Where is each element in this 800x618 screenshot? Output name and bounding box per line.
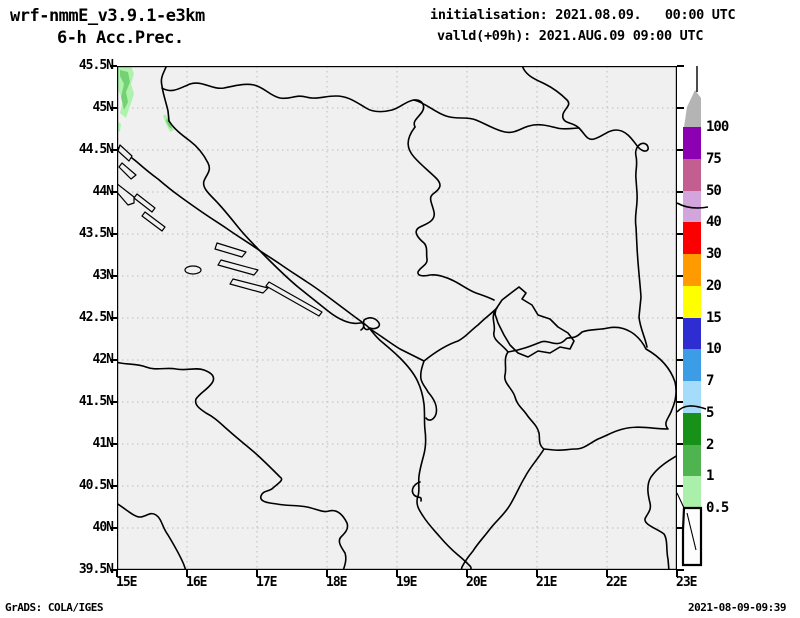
lat-label: 42.5N: [78, 310, 114, 325]
lat-tick-right: [677, 317, 684, 319]
lat-tick-right: [677, 527, 684, 529]
lat-label: 41N: [92, 436, 114, 451]
lat-label: 40.5N: [78, 478, 114, 493]
lat-tick-right: [677, 149, 684, 151]
lat-tick-right: [677, 485, 684, 487]
colorbar-value: 5: [706, 404, 715, 421]
lon-tick: [606, 570, 608, 577]
product-title: 6-h Acc.Prec.: [57, 28, 184, 48]
colorbar-value: 0.5: [706, 500, 729, 516]
lon-label: 18E: [326, 575, 347, 590]
lat-label: 42N: [92, 352, 114, 367]
lat-tick-left: [110, 275, 117, 277]
colorbar-segment: [683, 158, 701, 191]
creation-timestamp: 2021-08-09-09:39: [688, 601, 786, 614]
model-title: wrf-nmmE_v3.9.1-e3km: [10, 6, 205, 26]
lon-tick: [116, 570, 118, 577]
colorbar-segment: [683, 254, 701, 286]
lon-tick: [256, 570, 258, 577]
lat-tick-left: [110, 569, 117, 571]
lat-label: 44N: [92, 184, 114, 199]
colorbar-segment: [683, 444, 701, 477]
map-borders: [117, 66, 677, 570]
colorbar-segment: [683, 317, 701, 350]
lat-tick-left: [110, 443, 117, 445]
under-box: [681, 506, 703, 567]
lat-tick-right: [677, 275, 684, 277]
lon-tick: [326, 570, 328, 577]
colorbar-value: 15: [706, 309, 722, 326]
colorbar-value: 30: [706, 246, 722, 262]
colorbar-value: 1: [706, 468, 715, 485]
lon-tick: [676, 570, 678, 577]
lat-tick-right: [677, 65, 684, 67]
lon-tick: [466, 570, 468, 577]
lon-label: 15E: [116, 575, 137, 590]
lat-label: 43.5N: [78, 226, 114, 241]
lat-tick-right: [677, 359, 684, 361]
lat-label: 41.5N: [78, 394, 114, 409]
colorbar-value: 10: [706, 341, 722, 358]
lat-tick-right: [677, 443, 684, 445]
colorbar-value: 50: [706, 182, 722, 199]
lat-tick-right: [677, 569, 684, 571]
lat-tick-left: [110, 233, 117, 235]
colorbar-segment: [683, 285, 701, 318]
lat-tick-left: [110, 401, 117, 403]
colorbar-segment: [683, 190, 701, 223]
overlay-line-3: [676, 492, 697, 551]
overlay-line-1: [676, 202, 709, 209]
lat-label: 45.5N: [78, 58, 114, 73]
colorbar-value: 75: [706, 150, 722, 167]
lat-label: 39.5N: [78, 562, 114, 577]
colorbar-value: 2: [706, 436, 715, 453]
grads-credit: GrADS: COLA/IGES: [5, 601, 103, 614]
lon-label: 17E: [256, 575, 277, 590]
colorbar-value: 7: [706, 373, 715, 389]
lat-tick-left: [110, 527, 117, 529]
lat-tick-left: [110, 317, 117, 319]
colorbar-segment: [683, 222, 701, 254]
colorbar-segment: [683, 349, 701, 381]
lon-tick: [186, 570, 188, 577]
map-canvas: [117, 66, 677, 570]
lat-label: 45N: [92, 100, 114, 115]
lon-tick: [536, 570, 538, 577]
lon-label: 23E: [676, 575, 697, 590]
colorbar-segment: [683, 381, 701, 413]
lat-tick-right: [677, 107, 684, 109]
lat-tick-right: [677, 191, 684, 193]
lon-label: 19E: [396, 575, 417, 590]
lat-label: 44.5N: [78, 142, 114, 157]
overlay-line-2: [676, 405, 707, 413]
colorbar-segment: [683, 476, 701, 508]
lat-label: 40N: [92, 520, 114, 535]
lat-label: 43N: [92, 268, 114, 283]
colorbar-value: 100: [706, 119, 729, 135]
lat-tick-left: [110, 149, 117, 151]
islands: [117, 144, 323, 317]
colorbar-value: 40: [706, 214, 722, 231]
lon-tick: [396, 570, 398, 577]
lon-label: 21E: [536, 575, 557, 590]
lat-tick-right: [677, 233, 684, 235]
lat-tick-left: [110, 107, 117, 109]
colorbar-segment: [683, 412, 701, 445]
lon-label: 20E: [466, 575, 487, 590]
colorbar-segment: [683, 127, 701, 159]
init-time-label: initialisation: 2021.08.09. 00:00 UTC: [430, 7, 736, 23]
colorbar-arrows: [676, 66, 709, 567]
lon-label: 22E: [606, 575, 627, 590]
lat-tick-right: [677, 401, 684, 403]
lat-tick-left: [110, 359, 117, 361]
lon-label: 16E: [186, 575, 207, 590]
valid-time-label: valld(+09h): 2021.AUG.09 09:00 UTC: [437, 28, 704, 44]
lat-tick-left: [110, 65, 117, 67]
lat-tick-left: [110, 191, 117, 193]
lat-tick-left: [110, 485, 117, 487]
colorbar-value: 20: [706, 277, 722, 294]
over-arrow: [684, 90, 701, 127]
